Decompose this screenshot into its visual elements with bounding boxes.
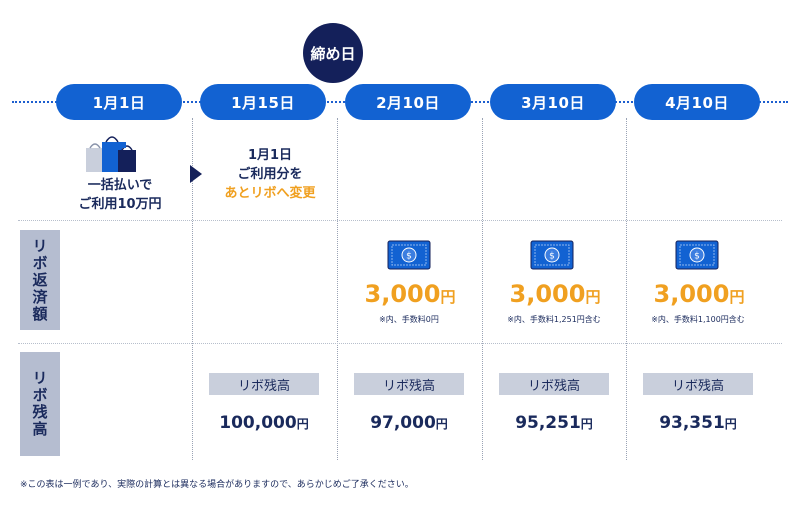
column-divider (482, 118, 483, 460)
repayment-amount: 3,000円 (364, 280, 456, 308)
balance-value: 97,000円 (370, 413, 448, 433)
repayment-row-label: リボ返済額 (20, 230, 60, 330)
banknote-icon: $ (530, 240, 574, 270)
date-pill-jan1: 1月1日 (56, 84, 182, 120)
fee-note: ※内、手数料1,251円含む (507, 315, 601, 324)
date-pill-mar10: 3月10日 (490, 84, 616, 120)
balance-row-label: リボ残高 (20, 352, 60, 456)
row-divider (18, 343, 782, 344)
date-pill-feb10: 2月10日 (345, 84, 471, 120)
closing-divider (337, 118, 338, 460)
fee-note: ※内、手数料0円 (379, 315, 439, 324)
svg-text:$: $ (406, 252, 412, 262)
balance-value: 95,251円 (515, 413, 593, 433)
balance-value: 93,351円 (659, 413, 737, 433)
banknote-icon: $ (675, 240, 719, 270)
balance-tag: リボ残高 (643, 373, 753, 395)
repayment-amount: 3,000円 (653, 280, 745, 308)
column-divider (192, 118, 193, 460)
date-pill-apr10: 4月10日 (634, 84, 760, 120)
shopping-bags-icon (86, 136, 136, 172)
banknote-icon: $ (387, 240, 431, 270)
footnote: ※この表は一例であり、実際の計算とは異なる場合がありますので、あらかじめご了承く… (20, 480, 414, 490)
repayment-amount: 3,000円 (509, 280, 601, 308)
svg-text:$: $ (694, 252, 700, 262)
change-line2: ご利用分を (237, 167, 303, 182)
purchase-line1: 一括払いで (87, 178, 153, 193)
purchase-line2: ご利用10万円 (78, 197, 162, 212)
arrow-right-icon (190, 165, 202, 183)
change-line1: 1月1日 (247, 148, 293, 163)
balance-tag: リボ残高 (209, 373, 319, 395)
balance-value: 100,000円 (219, 413, 309, 433)
balance-tag: リボ残高 (499, 373, 609, 395)
change-description: 1月1日 ご利用分を あとリボへ変更 (205, 146, 335, 203)
purchase-description: 一括払いで ご利用10万円 (60, 176, 180, 214)
row-divider (18, 220, 782, 221)
date-pill-jan15: 1月15日 (200, 84, 326, 120)
change-line3: あとリボへ変更 (224, 186, 316, 201)
svg-text:$: $ (549, 252, 555, 262)
closing-day-badge: 締め日 (303, 23, 363, 83)
fee-note: ※内、手数料1,100円含む (651, 315, 745, 324)
column-divider (626, 118, 627, 460)
balance-tag: リボ残高 (354, 373, 464, 395)
